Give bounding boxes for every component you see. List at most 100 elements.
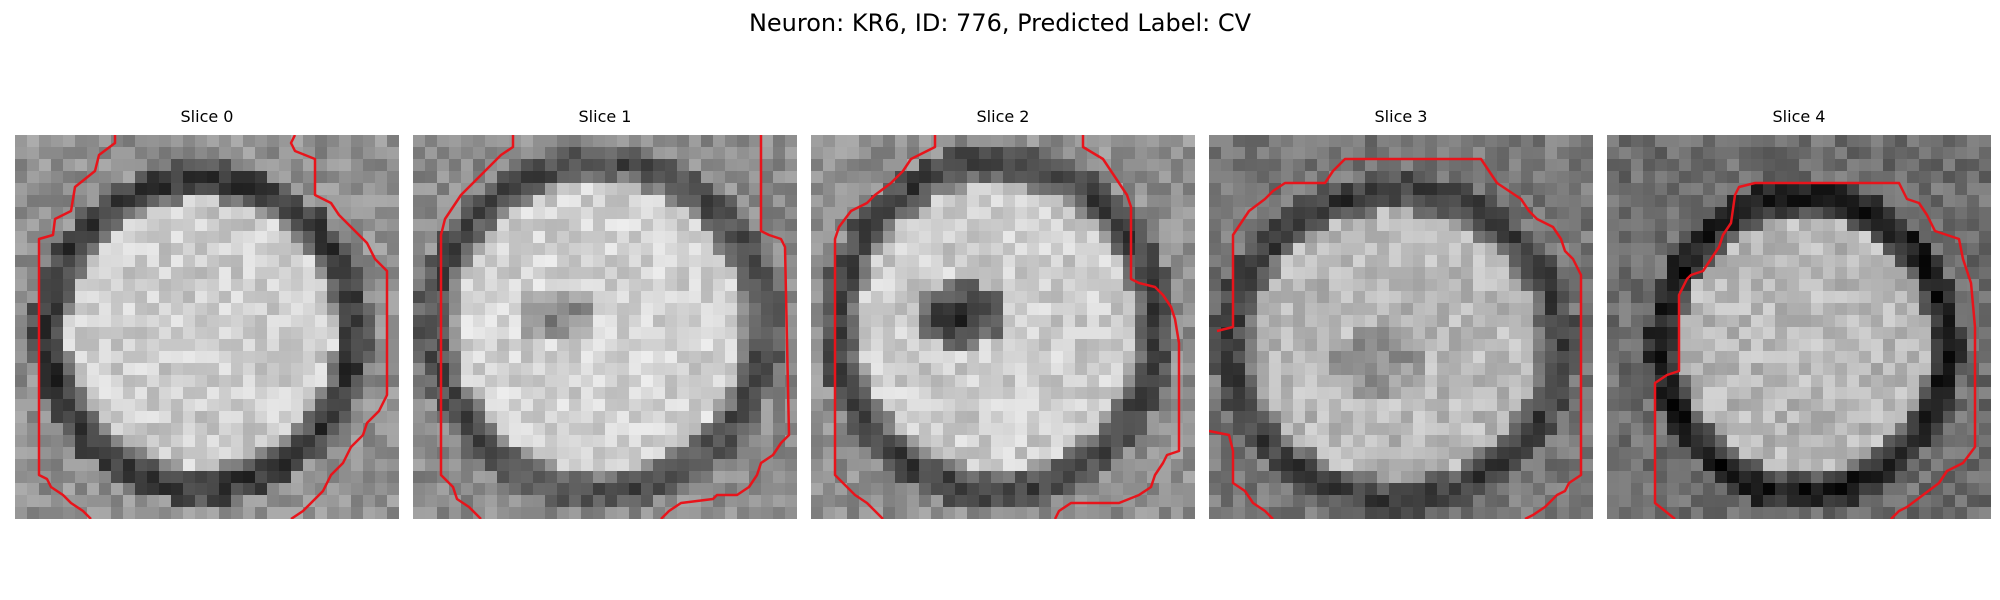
pixel-cell: [1317, 435, 1329, 447]
pixel-cell: [1221, 195, 1233, 207]
pixel-cell: [135, 327, 147, 339]
pixel-cell: [147, 171, 159, 183]
pixel-cell: [195, 243, 207, 255]
pixel-cell: [171, 171, 183, 183]
pixel-cell: [159, 279, 171, 291]
pixel-cell: [871, 387, 883, 399]
pixel-cell: [1147, 447, 1159, 459]
pixel-cell: [617, 303, 629, 315]
pixel-cell: [1015, 315, 1027, 327]
pixel-cell: [449, 507, 461, 519]
pixel-cell: [1823, 195, 1835, 207]
pixel-cell: [835, 231, 847, 243]
pixel-cell: [1135, 363, 1147, 375]
pixel-cell: [1473, 471, 1485, 483]
pixel-cell: [123, 411, 135, 423]
pixel-cell: [315, 255, 327, 267]
pixel-cell: [243, 363, 255, 375]
pixel-cell: [749, 315, 761, 327]
pixel-cell: [159, 303, 171, 315]
pixel-cell: [473, 339, 485, 351]
pixel-cell: [1027, 459, 1039, 471]
pixel-cell: [147, 147, 159, 159]
pixel-cell: [1111, 195, 1123, 207]
pixel-cell: [1739, 399, 1751, 411]
pixel-cell: [895, 327, 907, 339]
pixel-cell: [569, 459, 581, 471]
pixel-cell: [1449, 483, 1461, 495]
pixel-cell: [1329, 135, 1341, 147]
pixel-cell: [1509, 147, 1521, 159]
pixel-cell: [1883, 315, 1895, 327]
pixel-cell: [593, 171, 605, 183]
pixel-cell: [773, 171, 785, 183]
pixel-cell: [1221, 207, 1233, 219]
pixel-cell: [1377, 459, 1389, 471]
pixel-cell: [1413, 243, 1425, 255]
pixel-cell: [907, 363, 919, 375]
pixel-cell: [1631, 231, 1643, 243]
pixel-cell: [569, 315, 581, 327]
pixel-cell: [1907, 243, 1919, 255]
pixel-cell: [387, 207, 399, 219]
pixel-cell: [461, 459, 473, 471]
pixel-cell: [1051, 375, 1063, 387]
pixel-cell: [315, 387, 327, 399]
pixel-cell: [147, 483, 159, 495]
pixel-cell: [159, 135, 171, 147]
pixel-cell: [87, 399, 99, 411]
pixel-cell: [871, 471, 883, 483]
pixel-cell: [195, 483, 207, 495]
pixel-cell: [171, 435, 183, 447]
pixel-cell: [1667, 279, 1679, 291]
pixel-cell: [1461, 495, 1473, 507]
pixel-cell: [1425, 291, 1437, 303]
pixel-cell: [461, 483, 473, 495]
pixel-cell: [1581, 495, 1593, 507]
pixel-cell: [761, 327, 773, 339]
pixel-cell: [1521, 363, 1533, 375]
pixel-cell: [641, 327, 653, 339]
pixel-cell: [171, 279, 183, 291]
pixel-cell: [1425, 183, 1437, 195]
pixel-cell: [1413, 171, 1425, 183]
pixel-cell: [219, 147, 231, 159]
pixel-cell: [1907, 159, 1919, 171]
pixel-cell: [1859, 399, 1871, 411]
pixel-cell: [351, 495, 363, 507]
pixel-cell: [1003, 171, 1015, 183]
pixel-cell: [1485, 411, 1497, 423]
pixel-cell: [473, 195, 485, 207]
pixel-cell: [1509, 459, 1521, 471]
pixel-cell: [1437, 387, 1449, 399]
pixel-cell: [1943, 207, 1955, 219]
pixel-cell: [1257, 351, 1269, 363]
pixel-cell: [1027, 411, 1039, 423]
pixel-cell: [1943, 387, 1955, 399]
pixel-cell: [1607, 231, 1619, 243]
pixel-cell: [1691, 255, 1703, 267]
pixel-cell: [1269, 447, 1281, 459]
pixel-cell: [1619, 147, 1631, 159]
pixel-cell: [1437, 291, 1449, 303]
pixel-cell: [1859, 315, 1871, 327]
pixel-cell: [641, 315, 653, 327]
pixel-cell: [931, 267, 943, 279]
pixel-cell: [1763, 303, 1775, 315]
pixel-cell: [1413, 447, 1425, 459]
pixel-cell: [749, 279, 761, 291]
pixel-cell: [1485, 231, 1497, 243]
pixel-cell: [641, 351, 653, 363]
pixel-cell: [713, 279, 725, 291]
pixel-cell: [195, 375, 207, 387]
pixel-cell: [1075, 339, 1087, 351]
pixel-cell: [1449, 195, 1461, 207]
pixel-cell: [677, 267, 689, 279]
pixel-cell: [1847, 423, 1859, 435]
pixel-cell: [279, 303, 291, 315]
pixel-cell: [123, 291, 135, 303]
pixel-cell: [1389, 147, 1401, 159]
pixel-cell: [665, 219, 677, 231]
pixel-cell: [581, 183, 593, 195]
pixel-cell: [291, 351, 303, 363]
